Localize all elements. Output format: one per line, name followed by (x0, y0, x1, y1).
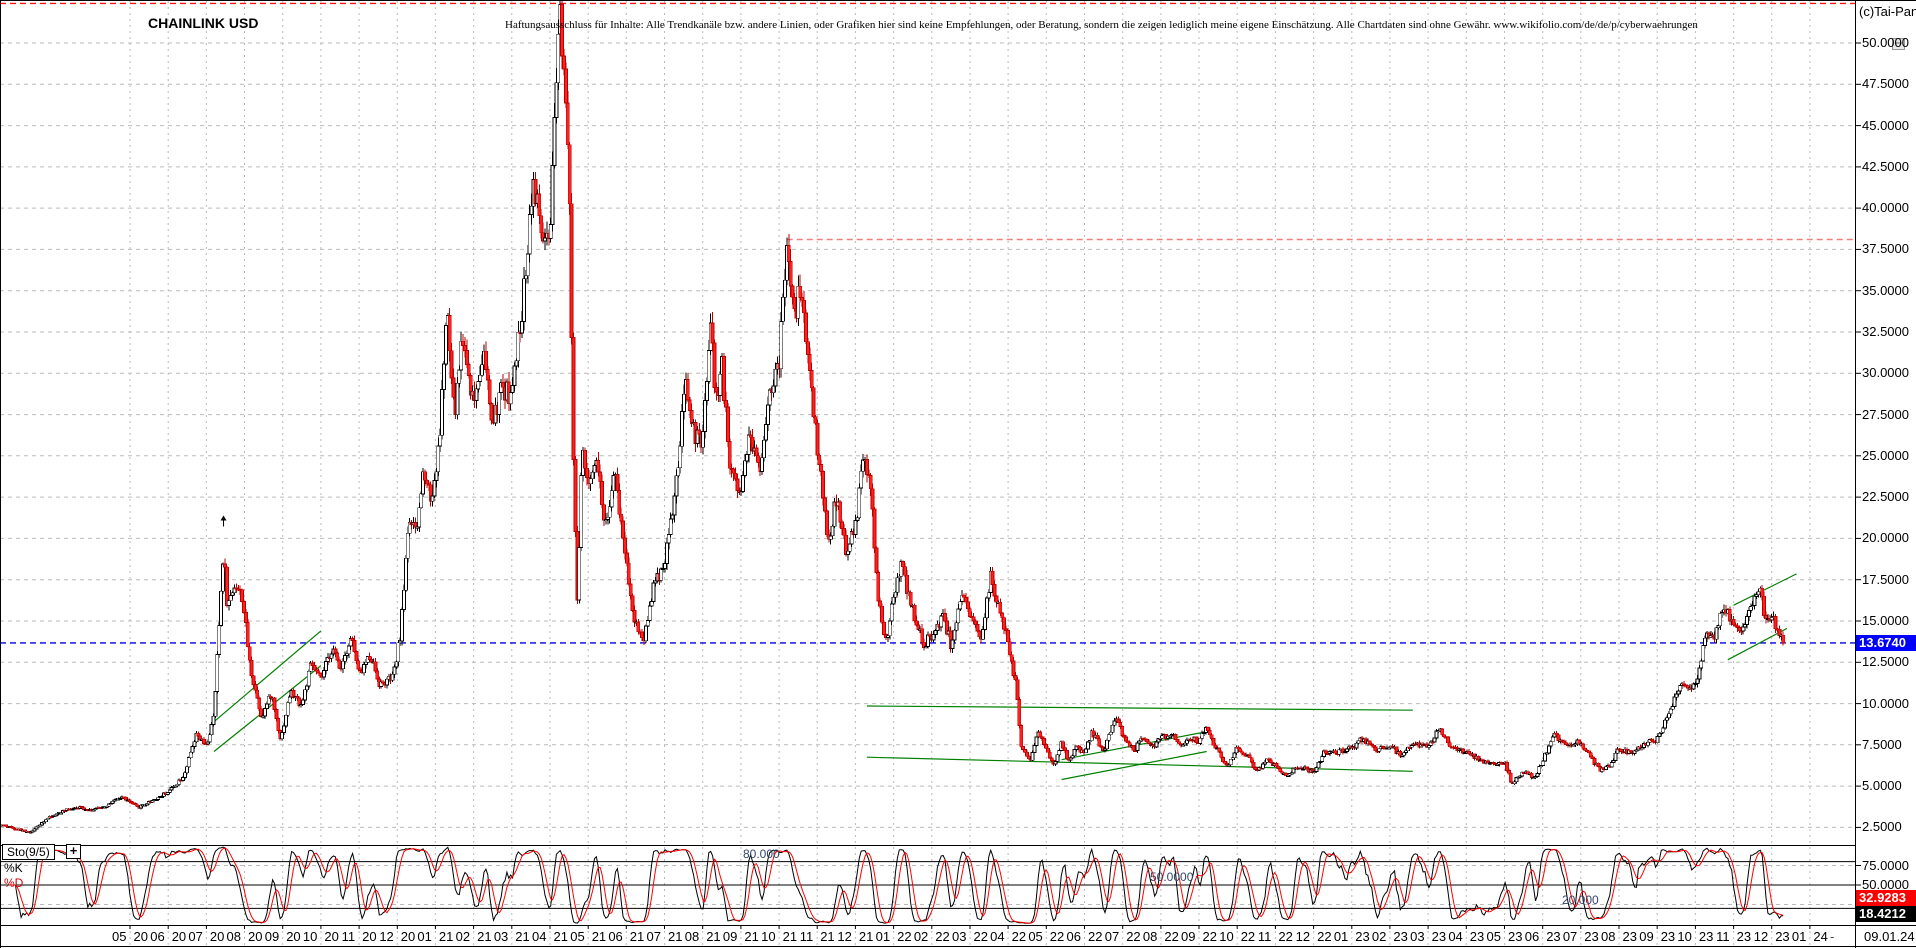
x-axis-month-label: 01 21 (417, 929, 454, 944)
x-axis-month-label: 06 21 (608, 929, 645, 944)
y-axis-tick-label: 50.0000 (1862, 35, 1909, 50)
x-axis-month-label: 11 22 (1257, 929, 1293, 944)
x-axis-month-label: 09 20 (264, 929, 301, 944)
stochastic-k-label: %K (4, 861, 23, 875)
x-axis-month-label: 07 23 (1562, 929, 1599, 944)
sto-threshold-label: 50.0000 (1150, 870, 1194, 884)
x-axis-month-label: 08 22 (1142, 929, 1179, 944)
x-axis-month-label: 10 21 (761, 929, 798, 944)
y-axis-tick-label: 35.0000 (1862, 282, 1909, 298)
x-axis-month-label: 12 21 (837, 929, 874, 944)
x-axis-month-label: 03 22 (952, 929, 988, 944)
indicator-name-box[interactable]: Sto(9/5) (2, 844, 55, 860)
x-axis-month-label: 08 21 (684, 929, 721, 944)
y-axis-tick-label: 5.0000 (1862, 778, 1902, 794)
x-axis-month-label: 10 22 (1219, 929, 1256, 944)
y-axis-tick-label: 45.0000 (1862, 117, 1909, 133)
x-axis-month-label: 02 22 (913, 929, 950, 944)
last-price-badge: 13.6740 (1856, 634, 1916, 651)
indicator-add-button[interactable]: + (66, 844, 81, 859)
last-date-label: 09.01.24 (1864, 929, 1915, 944)
x-axis-month-label: 02 23 (1371, 929, 1408, 944)
y-axis-tick-label: 10.0000 (1862, 695, 1909, 711)
y-axis-tick-label: 25.0000 (1862, 447, 1909, 463)
stochastic-k-value-badge: 18.4212 (1856, 906, 1916, 922)
chart-title: CHAINLINK USD (148, 15, 259, 31)
y-axis-tick-label: 7.5000 (1862, 736, 1902, 752)
x-axis-month-label: 09 23 (1639, 929, 1676, 944)
x-axis-month-label: 01 23 (1333, 929, 1370, 944)
sto-threshold-label: 20.000 (1562, 893, 1599, 908)
x-axis-month-label: 08 20 (226, 929, 263, 944)
copyright-label: (c)Tai-Pan (1859, 4, 1916, 19)
y-axis-tick-label: 40.0000 (1862, 200, 1909, 216)
y-axis-tick-label: 22.5000 (1862, 489, 1909, 505)
x-axis-month-label: 12 20 (379, 929, 416, 944)
x-axis-month-label: 07 21 (646, 929, 683, 944)
axis-separator-label: - (1830, 929, 1835, 944)
y-axis-tick-label: 27.5000 (1862, 406, 1909, 422)
x-axis-month-label: 07 20 (188, 929, 225, 944)
y-axis-tick-label: 12.5000 (1862, 654, 1909, 670)
x-axis-month-label: 06 20 (150, 929, 187, 944)
x-axis-month-label: 04 23 (1448, 929, 1485, 944)
y-axis-tick-label: 42.5000 (1862, 158, 1909, 174)
y-axis-tick-label: 47.5000 (1862, 76, 1909, 92)
x-axis-month-label: 02 21 (455, 929, 492, 944)
x-axis-month-label: 12 23 (1753, 929, 1790, 944)
sto-axis-tick-label: 50.0000 (1862, 877, 1909, 892)
x-axis-month-label: 01 22 (875, 929, 912, 944)
x-axis-month-label: 09 21 (722, 929, 759, 944)
y-axis-tick-label: 20.0000 (1862, 530, 1909, 546)
x-axis-month-label: 12 22 (1295, 929, 1332, 944)
y-axis-tick-label: 2.5000 (1862, 819, 1902, 835)
x-axis-month-label: 01 24 (1791, 929, 1828, 944)
x-axis-month-label: 05 22 (1028, 929, 1065, 944)
x-axis-month-label: 03 23 (1410, 929, 1447, 944)
y-axis-tick-label: 37.5000 (1862, 241, 1909, 257)
x-axis-month-label: 03 21 (493, 929, 530, 944)
y-axis-tick-label: 32.5000 (1862, 323, 1909, 339)
x-axis-month-label: 08 23 (1601, 929, 1637, 944)
x-axis-month-label: 09 22 (1181, 929, 1217, 944)
y-axis-tick-label: 30.0000 (1862, 365, 1909, 381)
stochastic-d-label: %D (4, 876, 24, 890)
x-axis-month-label: 06 22 (1066, 929, 1103, 944)
x-axis-month-label: 07 22 (1104, 929, 1141, 944)
y-axis-tick-label: 15.0000 (1862, 612, 1909, 628)
window-control-icon[interactable] (1892, 38, 1905, 50)
x-axis-month-label: 10 20 (302, 929, 339, 944)
sto-axis-tick-label: 75.0000 (1862, 857, 1909, 873)
x-axis-month-label: 05 21 (570, 929, 607, 944)
x-axis-month-label: 11 20 (341, 929, 377, 944)
x-axis-month-label: 04 21 (532, 929, 568, 944)
sto-threshold-label: 80.000 (743, 846, 780, 861)
x-axis-month-label: 10 23 (1677, 929, 1714, 944)
y-axis-tick-label: 17.5000 (1862, 571, 1909, 587)
stochastic-d-value-badge: 32.9283 (1856, 890, 1916, 906)
x-axis-month-label: 04 22 (990, 929, 1027, 944)
x-axis-month-label: 05 20 (112, 929, 148, 944)
x-axis-month-label: 05 23 (1486, 929, 1523, 944)
disclaimer-text: Haftungsausschluss für Inhalte: Alle Tre… (505, 19, 1698, 31)
x-axis-month-label: 11 21 (799, 929, 835, 944)
x-axis-month-label: 06 23 (1524, 929, 1561, 944)
x-axis-month-label: 11 23 (1716, 929, 1752, 944)
